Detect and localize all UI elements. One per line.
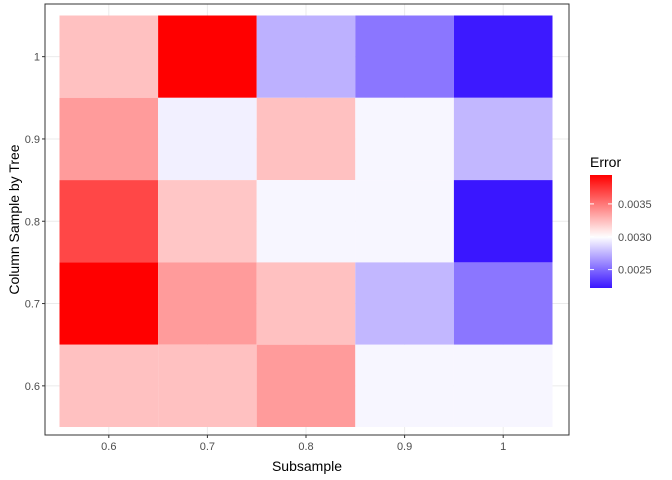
heatmap-cell xyxy=(158,180,257,263)
heatmap-cell xyxy=(355,97,454,181)
heatmap-cell xyxy=(453,97,553,181)
heatmap-cells xyxy=(59,15,553,427)
panel-border xyxy=(44,3,570,436)
heatmap-cell xyxy=(355,262,454,345)
y-tick-label: 0.6 xyxy=(25,381,40,393)
legend-tick-label: 0.0035 xyxy=(618,199,652,211)
y-axis-title: Column Sample by Tree xyxy=(6,144,22,294)
x-tick-label: 0.7 xyxy=(200,441,215,453)
x-axis-ticks: 0.6 0.7 0.8 0.9 1 xyxy=(101,435,506,453)
heatmap-cell xyxy=(453,344,553,427)
heatmap-cell xyxy=(59,344,159,427)
y-tick-label: 1 xyxy=(34,52,40,64)
heatmap-cell xyxy=(59,180,159,263)
legend-colorbar xyxy=(590,175,612,288)
heatmap-cell xyxy=(256,262,356,345)
heatmap-cell xyxy=(355,15,454,98)
legend-tick-label: 0.0030 xyxy=(618,232,652,244)
heatmap-cell xyxy=(158,262,257,345)
heatmap-cell xyxy=(256,97,356,181)
y-axis-ticks: 0.6 0.7 0.8 0.9 1 xyxy=(25,52,45,393)
x-tick-label: 0.8 xyxy=(298,441,313,453)
heatmap-cell xyxy=(158,97,257,181)
heatmap-cell xyxy=(453,15,553,98)
heatmap-cell xyxy=(59,97,159,181)
heatmap-cell xyxy=(453,262,553,345)
x-axis-title: Subsample xyxy=(272,458,342,474)
legend-title: Error xyxy=(590,154,621,170)
legend-tick-label: 0.0025 xyxy=(618,265,652,277)
color-legend: Error 0.0025 0.0030 0.0035 xyxy=(590,154,652,288)
y-tick-label: 0.9 xyxy=(25,134,40,146)
heatmap-cell xyxy=(453,180,553,263)
heatmap-cell xyxy=(59,15,159,98)
legend-ticks: 0.0025 0.0030 0.0035 xyxy=(590,199,652,277)
heatmap-cell xyxy=(158,15,257,98)
heatmap-cell xyxy=(355,344,454,427)
heatmap-cell xyxy=(355,180,454,263)
heatmap-cell xyxy=(59,262,159,345)
heatmap-cell xyxy=(256,344,356,427)
x-tick-label: 0.6 xyxy=(101,441,116,453)
x-tick-label: 1 xyxy=(500,441,506,453)
y-tick-label: 0.8 xyxy=(25,216,40,228)
x-tick-label: 0.9 xyxy=(397,441,412,453)
heatmap-cell xyxy=(158,344,257,427)
heatmap-cell xyxy=(256,180,356,263)
heatmap-cell xyxy=(256,15,356,98)
y-tick-label: 0.7 xyxy=(25,299,40,311)
